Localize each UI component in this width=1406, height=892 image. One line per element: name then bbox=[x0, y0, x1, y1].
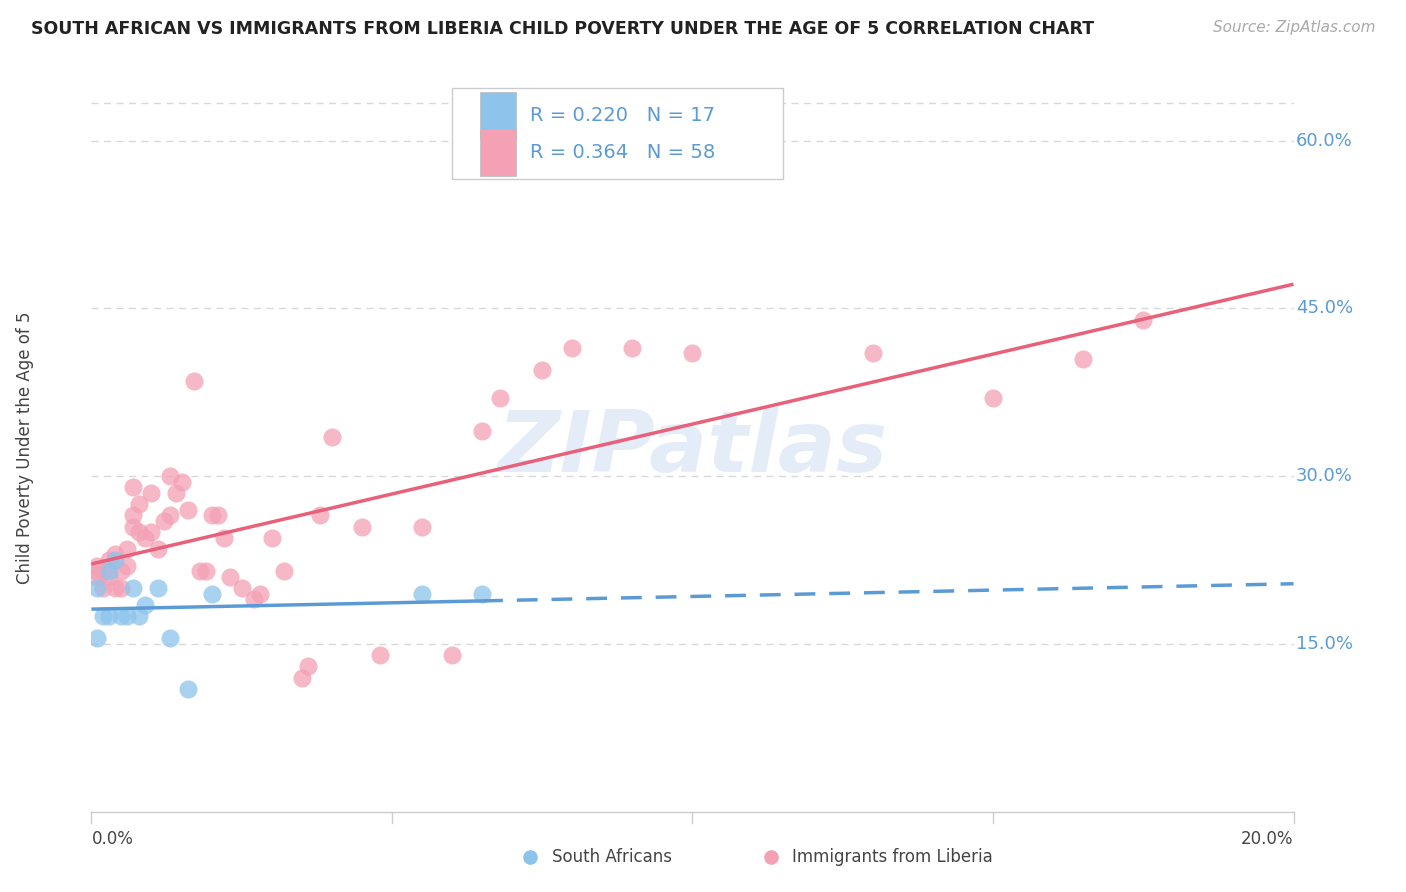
Point bbox=[176, 681, 198, 696]
Point bbox=[98, 553, 121, 567]
Point bbox=[440, 648, 463, 662]
Point bbox=[561, 341, 583, 355]
Point bbox=[110, 564, 132, 578]
Point bbox=[308, 508, 330, 523]
Point bbox=[104, 553, 127, 567]
Point bbox=[122, 581, 145, 595]
Point bbox=[981, 391, 1004, 405]
Point bbox=[489, 391, 512, 405]
Point bbox=[291, 671, 314, 685]
Point bbox=[117, 541, 139, 556]
Point bbox=[141, 486, 163, 500]
Text: R = 0.220   N = 17: R = 0.220 N = 17 bbox=[530, 106, 716, 125]
Point bbox=[411, 587, 433, 601]
Point bbox=[122, 519, 145, 533]
Point bbox=[411, 519, 433, 533]
Point bbox=[110, 581, 132, 595]
Point bbox=[368, 648, 391, 662]
Point bbox=[86, 564, 108, 578]
Text: 30.0%: 30.0% bbox=[1296, 467, 1353, 485]
Point bbox=[862, 346, 884, 360]
Point bbox=[165, 486, 187, 500]
Point bbox=[170, 475, 193, 489]
Point bbox=[212, 531, 235, 545]
Point bbox=[183, 374, 205, 388]
Point bbox=[128, 497, 150, 511]
FancyBboxPatch shape bbox=[479, 92, 516, 139]
Point bbox=[1071, 351, 1094, 366]
Text: South Africans: South Africans bbox=[551, 847, 672, 866]
Point bbox=[104, 581, 127, 595]
Point bbox=[231, 581, 253, 595]
Point bbox=[134, 531, 156, 545]
Point bbox=[321, 430, 343, 444]
Point bbox=[117, 558, 139, 573]
Point bbox=[249, 587, 271, 601]
Point bbox=[98, 570, 121, 584]
Point bbox=[93, 609, 115, 624]
Point bbox=[159, 469, 181, 483]
Point bbox=[86, 632, 108, 646]
Text: 0.0%: 0.0% bbox=[91, 830, 134, 848]
Text: Source: ZipAtlas.com: Source: ZipAtlas.com bbox=[1212, 20, 1375, 35]
Point bbox=[146, 581, 169, 595]
Point bbox=[176, 502, 198, 516]
Point bbox=[201, 587, 224, 601]
Point bbox=[621, 341, 644, 355]
Point bbox=[194, 564, 217, 578]
Point bbox=[104, 548, 127, 562]
Point bbox=[146, 541, 169, 556]
Point bbox=[350, 519, 373, 533]
Point bbox=[86, 581, 108, 595]
Point bbox=[93, 564, 115, 578]
Point bbox=[159, 508, 181, 523]
Point bbox=[134, 598, 156, 612]
Point bbox=[159, 632, 181, 646]
Point bbox=[531, 363, 554, 377]
Text: R = 0.364   N = 58: R = 0.364 N = 58 bbox=[530, 143, 716, 161]
Point bbox=[471, 587, 494, 601]
Point bbox=[98, 609, 121, 624]
Point bbox=[242, 592, 264, 607]
Text: 45.0%: 45.0% bbox=[1296, 300, 1353, 318]
Point bbox=[98, 564, 121, 578]
Point bbox=[681, 346, 703, 360]
Point bbox=[117, 609, 139, 624]
Text: SOUTH AFRICAN VS IMMIGRANTS FROM LIBERIA CHILD POVERTY UNDER THE AGE OF 5 CORREL: SOUTH AFRICAN VS IMMIGRANTS FROM LIBERIA… bbox=[31, 20, 1094, 37]
Point bbox=[1132, 312, 1154, 326]
Point bbox=[152, 514, 174, 528]
Point bbox=[128, 609, 150, 624]
Point bbox=[188, 564, 211, 578]
Point bbox=[218, 570, 240, 584]
Point bbox=[141, 525, 163, 540]
Point bbox=[297, 659, 319, 673]
Point bbox=[86, 558, 108, 573]
Text: ZIPatlas: ZIPatlas bbox=[498, 407, 887, 490]
FancyBboxPatch shape bbox=[451, 88, 783, 179]
Point bbox=[260, 531, 283, 545]
Point bbox=[93, 581, 115, 595]
Point bbox=[207, 508, 229, 523]
Point bbox=[86, 570, 108, 584]
Point bbox=[122, 508, 145, 523]
Point bbox=[201, 508, 224, 523]
Point bbox=[128, 525, 150, 540]
Text: Child Poverty Under the Age of 5: Child Poverty Under the Age of 5 bbox=[17, 312, 34, 584]
Point bbox=[110, 609, 132, 624]
Text: Immigrants from Liberia: Immigrants from Liberia bbox=[792, 847, 993, 866]
FancyBboxPatch shape bbox=[479, 128, 516, 176]
Point bbox=[273, 564, 295, 578]
Point bbox=[122, 480, 145, 494]
Text: 15.0%: 15.0% bbox=[1296, 635, 1353, 653]
Text: 20.0%: 20.0% bbox=[1241, 830, 1294, 848]
Text: 60.0%: 60.0% bbox=[1296, 132, 1353, 150]
Point bbox=[471, 425, 494, 439]
